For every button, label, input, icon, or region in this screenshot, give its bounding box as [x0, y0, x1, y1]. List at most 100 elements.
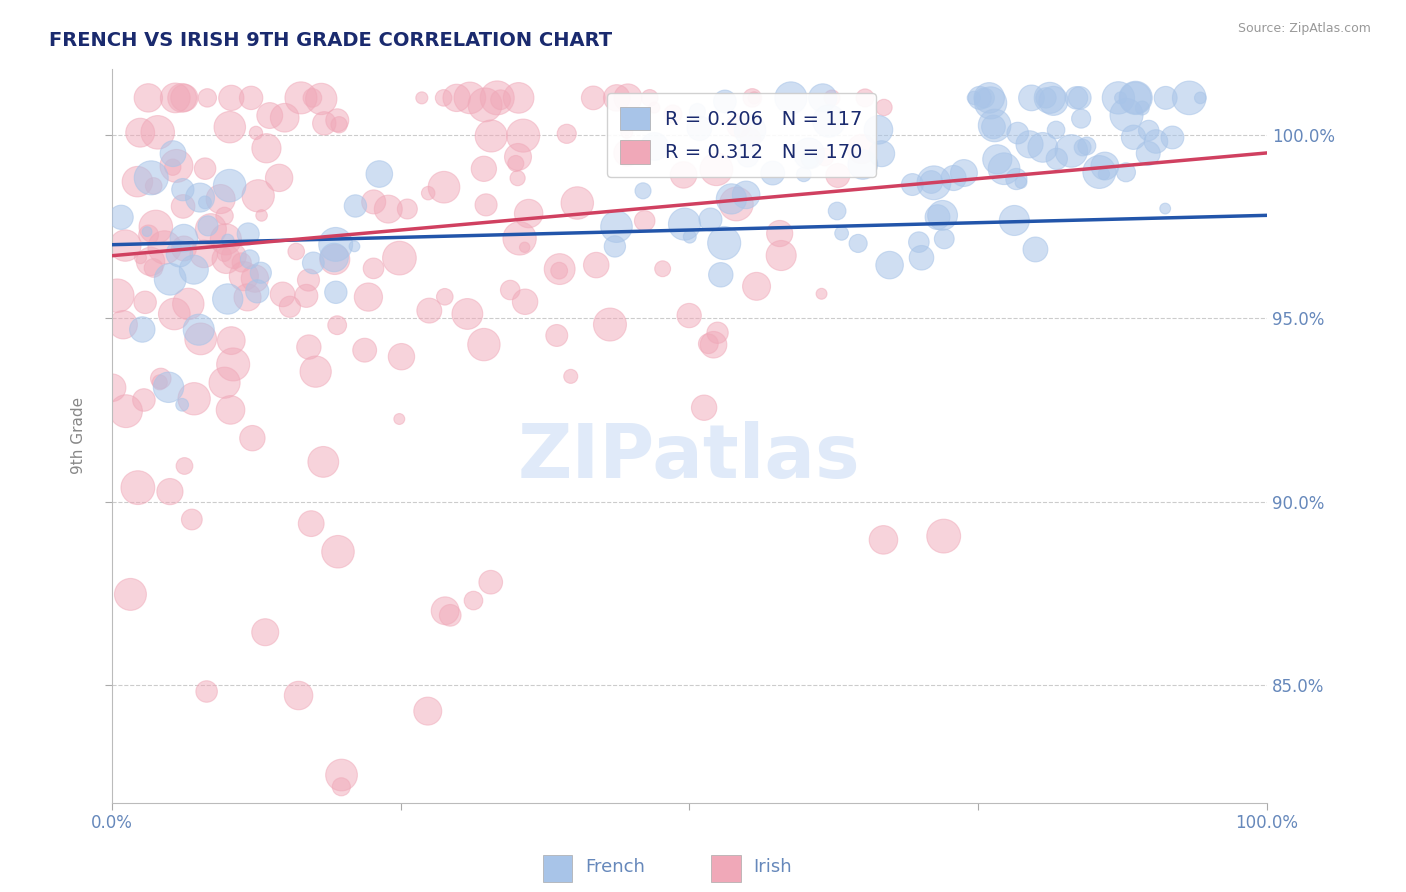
Point	[134, 295, 156, 310]
Point	[456, 307, 478, 321]
Point	[651, 261, 673, 276]
Point	[811, 91, 834, 105]
Point	[1088, 165, 1111, 179]
Point	[797, 146, 820, 161]
Point	[870, 146, 893, 161]
Point	[343, 239, 366, 253]
Point	[1154, 91, 1177, 105]
Point	[1154, 202, 1177, 216]
Point	[868, 123, 890, 137]
Point	[513, 294, 536, 309]
Point	[131, 322, 153, 336]
Point	[115, 404, 138, 418]
Point	[222, 358, 245, 372]
Point	[1137, 146, 1160, 161]
Point	[418, 186, 440, 201]
Point	[299, 516, 322, 531]
Point	[254, 625, 277, 640]
Point	[271, 287, 294, 301]
Point	[149, 371, 172, 385]
Point	[1039, 91, 1062, 105]
Point	[1092, 167, 1115, 181]
Point	[1144, 135, 1167, 149]
Point	[678, 309, 700, 323]
Point	[278, 300, 301, 314]
Bar	[543, 855, 572, 881]
Point	[197, 219, 219, 233]
Point	[506, 171, 529, 186]
Point	[643, 101, 665, 115]
Point	[474, 98, 496, 112]
Point	[720, 192, 742, 206]
Point	[297, 273, 319, 287]
Point	[741, 91, 763, 105]
Point	[499, 283, 522, 297]
Point	[458, 91, 481, 105]
Point	[396, 202, 419, 216]
Point	[1035, 91, 1057, 105]
Point	[132, 392, 155, 407]
Point	[214, 209, 236, 223]
Point	[713, 235, 735, 250]
Point	[114, 238, 136, 252]
Point	[1069, 91, 1091, 105]
Point	[735, 187, 758, 202]
Point	[1178, 91, 1201, 105]
Text: French: French	[585, 858, 645, 877]
Point	[1070, 112, 1092, 126]
Point	[416, 704, 439, 718]
Point	[215, 252, 238, 267]
Point	[1107, 91, 1129, 105]
Point	[873, 100, 896, 114]
Point	[169, 246, 191, 260]
Point	[323, 252, 346, 267]
Point	[745, 279, 768, 293]
Point	[344, 199, 367, 213]
Point	[136, 225, 159, 239]
Point	[250, 266, 273, 280]
Point	[236, 290, 259, 304]
Point	[173, 231, 195, 245]
Point	[567, 196, 589, 211]
Point	[489, 93, 512, 107]
Point	[238, 227, 260, 241]
Point	[1137, 123, 1160, 137]
Point	[463, 593, 485, 607]
Point	[172, 91, 194, 105]
Point	[980, 95, 1002, 110]
Point	[142, 260, 165, 275]
Point	[851, 142, 873, 156]
Point	[986, 153, 1008, 167]
Point	[141, 170, 163, 185]
Point	[927, 210, 949, 224]
Point	[411, 91, 433, 105]
Point	[853, 91, 876, 105]
Point	[725, 197, 748, 211]
Point	[195, 684, 218, 698]
Point	[183, 392, 205, 406]
Point	[302, 256, 325, 270]
Point	[475, 198, 498, 212]
Point	[273, 111, 295, 125]
Point	[240, 91, 263, 105]
Point	[112, 318, 135, 332]
Point	[129, 126, 152, 140]
Point	[172, 398, 194, 412]
Point	[1045, 123, 1067, 137]
Point	[780, 91, 803, 105]
Point	[599, 318, 621, 332]
Point	[377, 202, 399, 216]
Point	[769, 227, 792, 241]
Point	[740, 131, 762, 145]
Point	[127, 481, 149, 495]
Point	[1125, 91, 1147, 105]
Point	[479, 128, 502, 143]
Point	[231, 255, 253, 269]
Point	[418, 303, 440, 318]
Point	[242, 431, 264, 445]
Point	[742, 91, 765, 105]
Point	[194, 161, 217, 176]
Point	[901, 178, 924, 192]
Point	[250, 209, 273, 223]
Point	[1189, 91, 1212, 105]
